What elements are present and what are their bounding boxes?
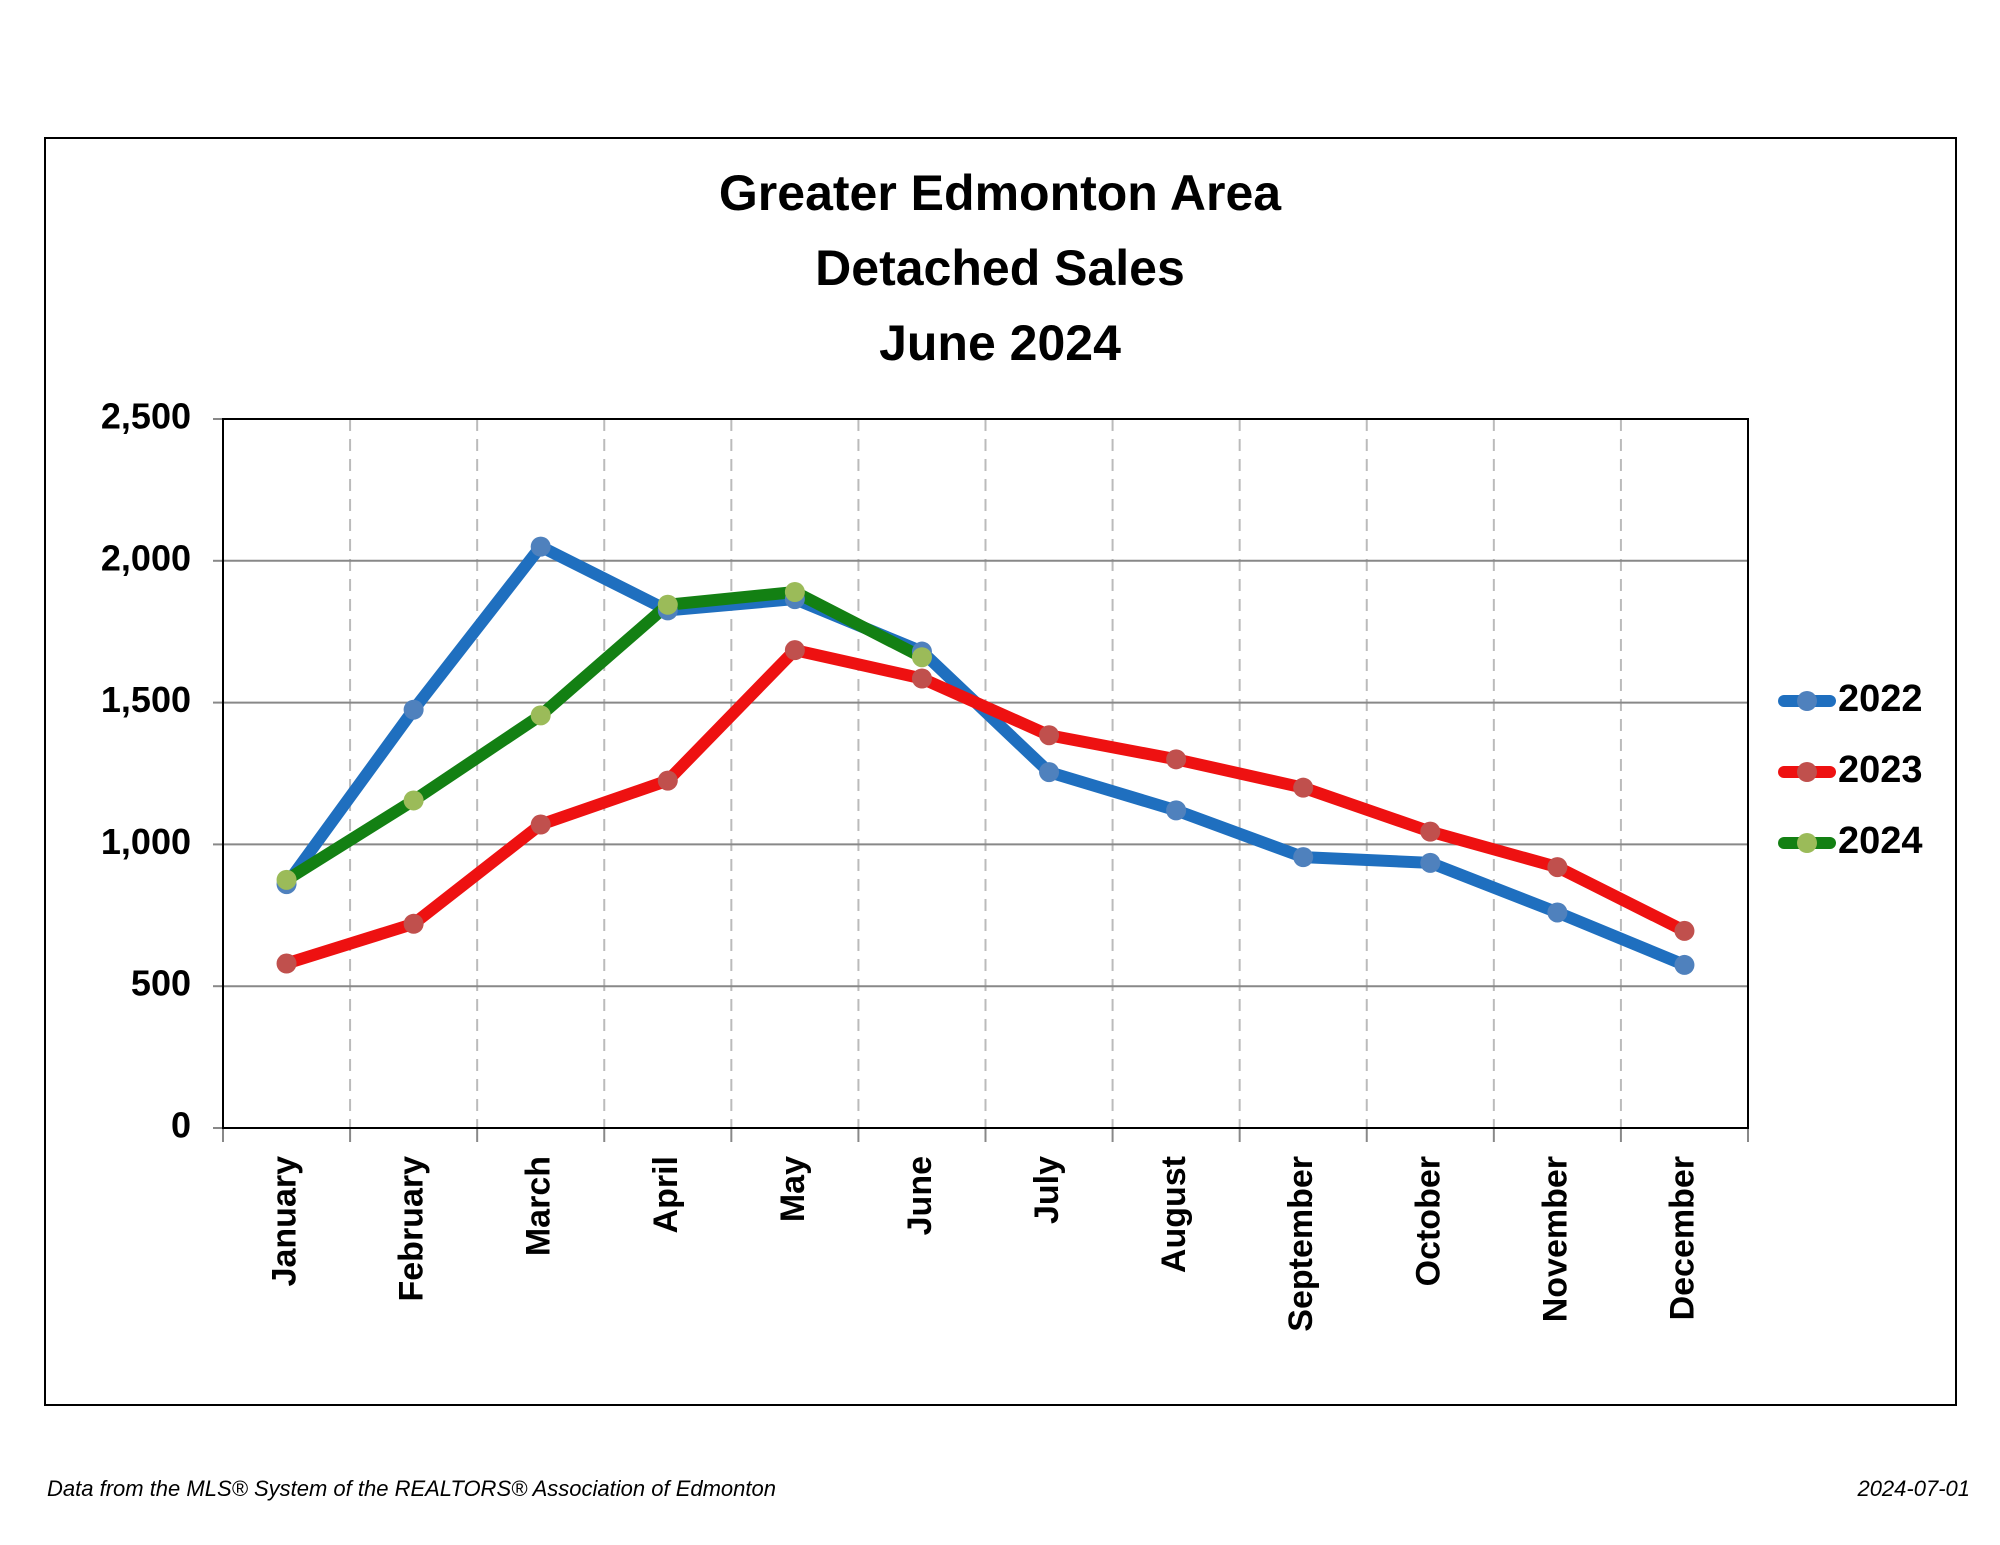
data-point bbox=[1420, 852, 1441, 873]
data-point bbox=[1547, 902, 1568, 923]
legend-label: 2023 bbox=[1838, 749, 1923, 791]
y-tick-label: 1,500 bbox=[101, 679, 191, 720]
x-tick-label: January bbox=[266, 1156, 304, 1286]
data-point bbox=[530, 705, 551, 726]
x-tick-label: November bbox=[1536, 1156, 1574, 1322]
y-tick-label: 500 bbox=[131, 963, 191, 1004]
chart-title: Greater Edmonton Area bbox=[719, 165, 1282, 221]
x-tick-label: June bbox=[901, 1156, 939, 1235]
x-tick-label: May bbox=[774, 1156, 812, 1222]
legend-label: 2022 bbox=[1838, 678, 1923, 720]
data-point bbox=[1674, 954, 1695, 975]
data-point bbox=[276, 953, 297, 974]
source-note: Data from the MLS® System of the REALTOR… bbox=[47, 1476, 776, 1501]
data-point bbox=[530, 536, 551, 557]
y-tick-label: 2,500 bbox=[101, 396, 191, 437]
data-point bbox=[1420, 821, 1441, 842]
data-point bbox=[911, 668, 932, 689]
data-point bbox=[657, 594, 678, 615]
data-point bbox=[276, 869, 297, 890]
series-line bbox=[280, 644, 1691, 970]
x-tick-label: December bbox=[1663, 1156, 1701, 1320]
data-point bbox=[1039, 725, 1060, 746]
data-point bbox=[1674, 920, 1695, 941]
x-tick-label: September bbox=[1282, 1156, 1320, 1332]
data-point bbox=[1039, 762, 1060, 783]
x-tick-label: February bbox=[393, 1156, 431, 1302]
chart-title: Detached Sales bbox=[815, 240, 1185, 296]
series-line bbox=[280, 585, 928, 886]
y-tick-label: 1,000 bbox=[101, 821, 191, 862]
date-note: 2024-07-01 bbox=[1856, 1476, 1970, 1501]
data-point bbox=[784, 581, 805, 602]
y-tick-label: 2,000 bbox=[101, 537, 191, 578]
legend-marker bbox=[1797, 762, 1817, 782]
x-tick-label: July bbox=[1028, 1156, 1066, 1224]
data-point bbox=[657, 770, 678, 791]
chart-title: June 2024 bbox=[879, 315, 1121, 371]
legend-marker bbox=[1797, 833, 1817, 853]
data-point bbox=[1166, 749, 1187, 770]
data-point bbox=[1293, 777, 1314, 798]
x-tick-label: April bbox=[647, 1156, 685, 1233]
data-point bbox=[530, 814, 551, 835]
legend-marker bbox=[1797, 691, 1817, 711]
y-tick-label: 0 bbox=[171, 1105, 191, 1146]
data-point bbox=[784, 640, 805, 661]
x-tick-label: March bbox=[520, 1156, 558, 1256]
data-point bbox=[1293, 847, 1314, 868]
legend-label: 2024 bbox=[1838, 820, 1923, 862]
data-point bbox=[1547, 857, 1568, 878]
data-point bbox=[403, 790, 424, 811]
plot-border bbox=[222, 418, 1749, 1129]
x-tick-label: October bbox=[1409, 1156, 1447, 1286]
data-point bbox=[403, 699, 424, 720]
x-tick-label: August bbox=[1155, 1156, 1193, 1273]
data-point bbox=[911, 647, 932, 668]
data-point bbox=[1166, 800, 1187, 821]
chart-frame bbox=[44, 137, 1957, 1406]
data-point bbox=[403, 913, 424, 934]
